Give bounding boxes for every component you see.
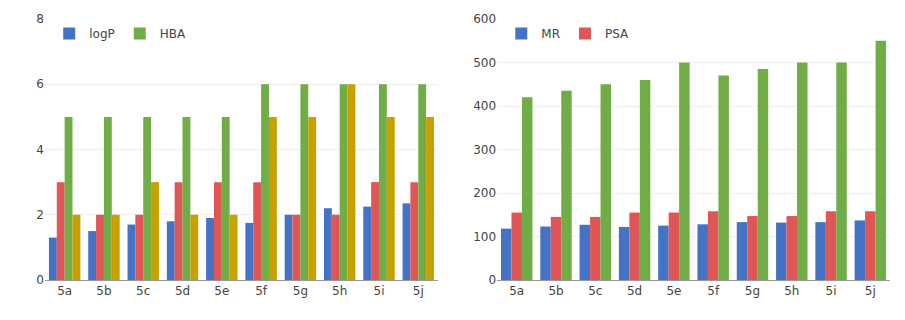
svg-text:2: 2	[36, 208, 44, 222]
svg-text:0: 0	[36, 273, 44, 287]
svg-text:5d: 5d	[627, 284, 642, 298]
svg-text:5e: 5e	[666, 284, 681, 298]
svg-text:5g: 5g	[745, 284, 760, 298]
svg-text:5c: 5c	[136, 284, 150, 298]
svg-text:5i: 5i	[826, 284, 837, 298]
svg-text:6: 6	[36, 77, 44, 91]
svg-text:5h: 5h	[332, 284, 347, 298]
svg-text:300: 300	[473, 143, 496, 157]
svg-text:5i: 5i	[374, 284, 385, 298]
svg-text:4: 4	[36, 143, 44, 157]
svg-text:5b: 5b	[96, 284, 111, 298]
svg-text:5g: 5g	[293, 284, 308, 298]
svg-text:MR: MR	[541, 27, 560, 41]
svg-text:0: 0	[488, 273, 496, 287]
svg-text:600: 600	[473, 12, 496, 26]
svg-text:5d: 5d	[175, 284, 190, 298]
svg-text:5c: 5c	[588, 284, 602, 298]
svg-text:HBA: HBA	[160, 27, 186, 41]
svg-text:5a: 5a	[509, 284, 524, 298]
svg-text:5j: 5j	[413, 284, 424, 298]
svg-text:5h: 5h	[784, 284, 799, 298]
svg-text:500: 500	[473, 56, 496, 70]
svg-text:8: 8	[36, 12, 44, 26]
svg-text:5e: 5e	[214, 284, 229, 298]
svg-text:logP: logP	[89, 27, 115, 41]
svg-text:100: 100	[473, 230, 496, 244]
svg-text:200: 200	[473, 186, 496, 200]
svg-text:PSA: PSA	[605, 27, 629, 41]
svg-text:5j: 5j	[865, 284, 876, 298]
svg-text:5f: 5f	[255, 284, 268, 298]
svg-text:400: 400	[473, 99, 496, 113]
svg-text:5b: 5b	[548, 284, 563, 298]
svg-text:5f: 5f	[707, 284, 720, 298]
svg-text:5a: 5a	[57, 284, 72, 298]
